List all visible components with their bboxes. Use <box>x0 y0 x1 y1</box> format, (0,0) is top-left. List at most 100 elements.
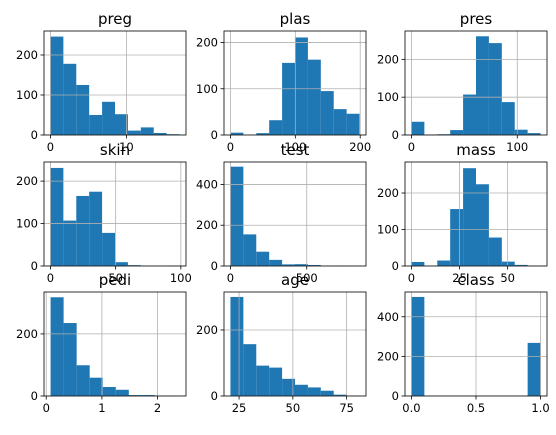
class-xtick-label-1: 0.5 <box>467 401 485 415</box>
plas-bar-9 <box>346 113 360 135</box>
pres-bar-7 <box>501 102 515 135</box>
skin-ytick-label-0: 0 <box>31 259 38 273</box>
class-ytick-label-2: 400 <box>377 310 399 324</box>
plas-bar-8 <box>333 109 347 135</box>
subplot-class: 0.0 0.5 1.0 0 200 400 class <box>377 271 550 415</box>
preg-bar-7 <box>140 127 154 135</box>
preg-bar-2 <box>76 85 90 135</box>
test-ytick-label-2: 400 <box>196 177 218 191</box>
test-bars <box>230 166 360 266</box>
skin-ytick-label-1: 100 <box>16 217 38 231</box>
class-grid <box>405 292 547 396</box>
class-xtick-label-2: 1.0 <box>531 401 549 415</box>
class-bar-9 <box>527 342 541 396</box>
preg-xtick-label-1: 10 <box>119 140 134 154</box>
plas-ytick-label-0: 0 <box>211 128 218 142</box>
pedi-grid <box>44 292 186 396</box>
subplot-mass: 0 25 50 0 100 200 mass <box>377 141 548 285</box>
mass-bar-8 <box>514 264 528 266</box>
pres-xtick-label-0: 0 <box>408 140 415 154</box>
pres-bar-5 <box>476 36 489 135</box>
mass-ytick-label-1: 100 <box>377 223 399 237</box>
age-title: age <box>281 271 309 289</box>
age-bar-7 <box>320 390 334 396</box>
preg-bar-4 <box>102 101 115 135</box>
age-bars <box>230 296 360 396</box>
plas-title: plas <box>280 10 311 28</box>
age-bar-8 <box>333 394 347 396</box>
skin-bar-3 <box>89 191 103 266</box>
plas-bar-4 <box>282 62 295 135</box>
skin-bar-1 <box>63 220 77 266</box>
age-bar-3 <box>269 367 283 396</box>
age-bar-1 <box>243 344 257 396</box>
plas-bar-7 <box>320 91 334 135</box>
pedi-ytick-label-1: 200 <box>16 327 38 341</box>
pedi-bar-1 <box>63 323 77 396</box>
age-xtick-label-0: 25 <box>232 401 247 415</box>
pedi-bar-4 <box>102 386 116 396</box>
preg-axes-frame <box>43 30 187 136</box>
mass-xtick-label-1: 25 <box>452 271 467 285</box>
pedi-ytick-label-0: 0 <box>31 389 38 403</box>
pres-bar-3 <box>450 130 464 135</box>
test-axes-frame <box>223 161 367 267</box>
subplot-pedi: 0 1 2 0 200 pedi <box>16 271 187 415</box>
pedi-bar-3 <box>89 377 103 396</box>
pres-bar-9 <box>527 133 541 135</box>
pedi-bar-2 <box>76 365 90 396</box>
test-bar-4 <box>282 264 295 266</box>
pres-bar-8 <box>514 129 528 135</box>
pres-bar-6 <box>488 43 502 135</box>
pedi-bar-0 <box>50 297 64 396</box>
mass-ytick-label-2: 200 <box>377 186 399 200</box>
skin-xtick-label-2: 100 <box>170 271 192 285</box>
class-xtick-label-0: 0.0 <box>402 401 420 415</box>
plas-xtick-label-1: 100 <box>284 140 306 154</box>
skin-xtick-label-0: 0 <box>47 271 54 285</box>
pedi-axes-frame <box>43 291 187 397</box>
mass-bar-7 <box>501 261 515 266</box>
preg-ytick-label-0: 0 <box>31 128 38 142</box>
test-bar-5 <box>295 264 308 266</box>
test-xtick-label-0: 0 <box>227 271 234 285</box>
class-ytick-label-0: 0 <box>392 389 399 403</box>
pedi-xtick-label-2: 2 <box>154 401 161 415</box>
pedi-bar-7 <box>141 395 155 396</box>
skin-bars <box>50 167 180 266</box>
pedi-xtick-label-1: 1 <box>98 401 105 415</box>
subplot-skin: 0 50 100 0 100 200 skin <box>16 141 192 285</box>
pres-grid <box>405 31 547 135</box>
plas-bars <box>230 37 360 135</box>
plas-ytick-label-1: 100 <box>196 82 218 96</box>
pres-axes-frame <box>404 30 548 136</box>
skin-ytick-label-2: 200 <box>16 174 38 188</box>
preg-bar-3 <box>89 115 103 135</box>
mass-axes-frame <box>404 161 548 267</box>
plas-xtick-label-0: 0 <box>227 140 234 154</box>
skin-grid <box>44 162 186 266</box>
mass-bar-6 <box>488 237 502 266</box>
test-ytick-label-1: 200 <box>196 218 218 232</box>
subplot-test: 0 500 0 200 400 test <box>196 141 367 285</box>
plas-grid <box>224 31 366 135</box>
age-bar-6 <box>307 387 321 396</box>
preg-bar-6 <box>127 130 141 135</box>
mass-bar-0 <box>411 261 425 266</box>
plas-bar-6 <box>307 59 321 135</box>
skin-title: skin <box>100 141 130 159</box>
test-bar-2 <box>256 251 270 266</box>
plas-bar-0 <box>230 132 244 135</box>
preg-bars <box>50 36 180 135</box>
skin-axes-frame <box>43 161 187 267</box>
skin-bar-0 <box>50 167 64 266</box>
age-grid <box>224 292 366 396</box>
skin-xtick-label-1: 50 <box>108 271 123 285</box>
mass-bar-2 <box>437 260 451 266</box>
pres-xtick-label-1: 100 <box>506 140 528 154</box>
preg-bar-5 <box>115 114 128 135</box>
mass-ytick-label-0: 0 <box>392 259 399 273</box>
